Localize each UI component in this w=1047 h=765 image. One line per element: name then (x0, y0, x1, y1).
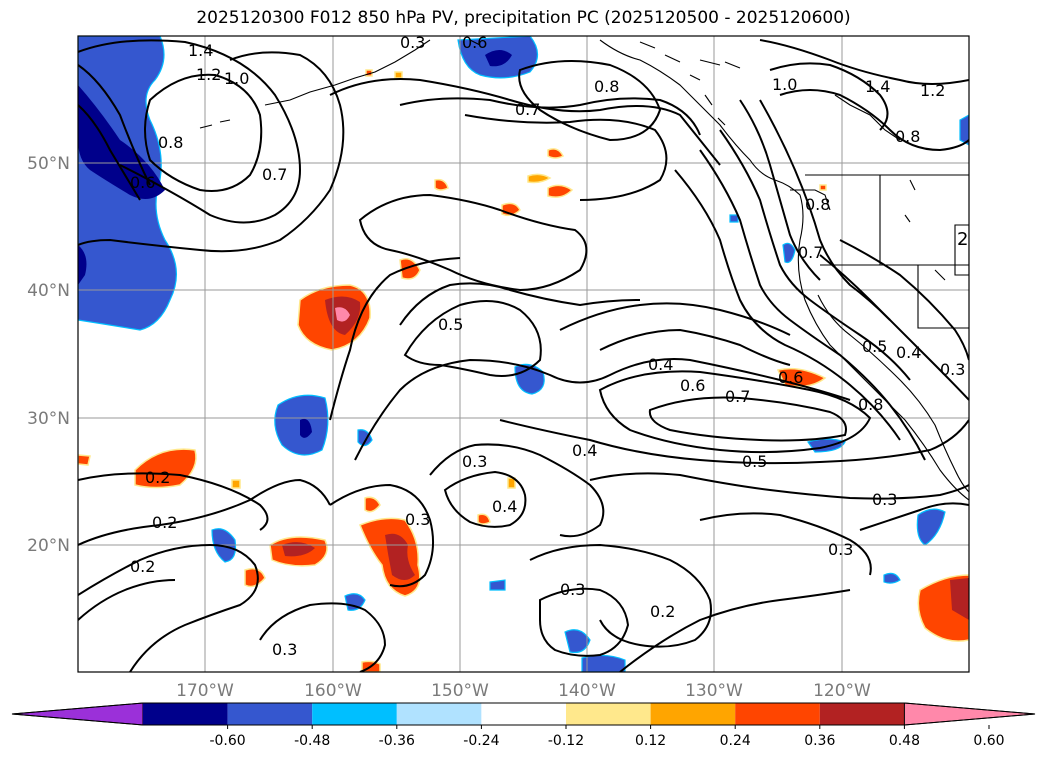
contour-label: 0.3 (462, 452, 487, 471)
pv-contours (78, 39, 969, 672)
lon-label-170w: 170°W (176, 681, 234, 701)
colorbar-tick-label: -0.48 (294, 733, 330, 749)
colorbar-segment (819, 703, 905, 725)
contour-label: 0.2 (650, 602, 675, 621)
colorbar-tick-label: -0.24 (463, 733, 499, 749)
colorbar-segment (566, 703, 651, 725)
lat-label-50n: 50°N (27, 154, 70, 174)
contour-label: 0.5 (742, 452, 767, 471)
longitude-labels: 170°W 160°W 150°W 140°W 130°W 120°W (176, 681, 871, 701)
contour-label: 0.6 (680, 376, 705, 395)
contour-label: 0.3 (405, 510, 430, 529)
contour-label: 0.7 (262, 165, 287, 184)
contour-label: 0.8 (805, 195, 830, 214)
lat-label-20n: 20°N (27, 536, 70, 556)
colorbar-segment (481, 703, 566, 725)
colorbar-segment (312, 703, 397, 725)
colorbar-extend-max (903, 702, 1036, 726)
lon-label-160w: 160°W (304, 681, 362, 701)
map-title: 2025120300 F012 850 hPa PV, precipitatio… (196, 8, 851, 28)
coastlines (199, 39, 969, 501)
contour-label: 0.6 (778, 368, 803, 387)
contour-label: 1.0 (224, 69, 249, 88)
colorbar-segment (227, 703, 313, 725)
contour-label: 0.3 (272, 640, 297, 659)
contour-label: 0.3 (400, 33, 425, 52)
contour-label: 0.8 (158, 133, 183, 152)
colorbar-tick-label: 0.12 (635, 733, 666, 749)
contour-label: 1.2 (920, 81, 945, 100)
lat-label-30n: 30°N (27, 409, 70, 429)
contour-label: 0.6 (462, 33, 487, 52)
contour-label: 0.2 (152, 513, 177, 532)
colorbar: -0.60 -0.48 -0.36 -0.24 -0.12 0.12 0.24 0.36 0.4… (11, 702, 1036, 749)
contour-label: 1.4 (188, 41, 213, 60)
colorbar-segment (650, 703, 736, 725)
lon-label-130w: 130°W (685, 681, 743, 701)
colorbar-segment (143, 703, 228, 725)
contour-label: 0.8 (594, 77, 619, 96)
colorbar-tick-label: 0.60 (973, 733, 1004, 749)
contour-label: 0.3 (560, 580, 585, 599)
contour-label: 0.4 (492, 497, 517, 516)
contour-label: 0.4 (572, 441, 597, 460)
contour-label: 1.4 (865, 77, 890, 96)
contour-label: 1.2 (196, 65, 221, 84)
colorbar-segment (396, 703, 482, 725)
contour-label: 2 (957, 229, 968, 250)
lat-label-40n: 40°N (27, 281, 70, 301)
colorbar-segment (735, 703, 820, 725)
contour-label: 0.5 (862, 337, 887, 356)
lon-label-120w: 120°W (813, 681, 871, 701)
colorbar-extend-min (11, 702, 144, 726)
colorbar-tick-label: 0.24 (720, 733, 751, 749)
colorbar-tick-label: 0.48 (889, 733, 920, 749)
colorbar-tick-label: -0.60 (209, 733, 245, 749)
contour-label: 0.6 (130, 173, 155, 192)
contour-label: 0.4 (896, 343, 921, 362)
contour-label: 0.2 (130, 557, 155, 576)
plot-area (78, 36, 969, 672)
contour-label: 0.7 (798, 243, 823, 262)
colorbar-tick-label: -0.36 (379, 733, 415, 749)
contour-label: 0.7 (515, 100, 540, 119)
contour-label: 0.3 (940, 360, 965, 379)
colorbar-tick-label: -0.12 (548, 733, 584, 749)
lon-label-140w: 140°W (558, 681, 616, 701)
contour-label: 0.5 (438, 315, 463, 334)
colorbar-outline (11, 702, 1036, 726)
contour-label: 0.4 (648, 355, 673, 374)
contour-label: 0.7 (725, 387, 750, 406)
contour-label: 0.3 (872, 490, 897, 509)
contour-label: 1.0 (772, 75, 797, 94)
contour-label: 0.3 (828, 540, 853, 559)
contour-label: 0.8 (895, 127, 920, 146)
lon-label-150w: 150°W (431, 681, 489, 701)
contour-label: 0.8 (858, 395, 883, 414)
contour-labels: 1.4 1.2 1.0 0.8 0.6 0.7 0.6 0.7 0.8 1.0 … (130, 33, 968, 659)
contour-label: 0.2 (145, 468, 170, 487)
colorbar-tick-label: 0.36 (804, 733, 835, 749)
plot-frame (77, 35, 970, 673)
latitude-labels: 50°N 40°N 30°N 20°N (27, 154, 70, 556)
